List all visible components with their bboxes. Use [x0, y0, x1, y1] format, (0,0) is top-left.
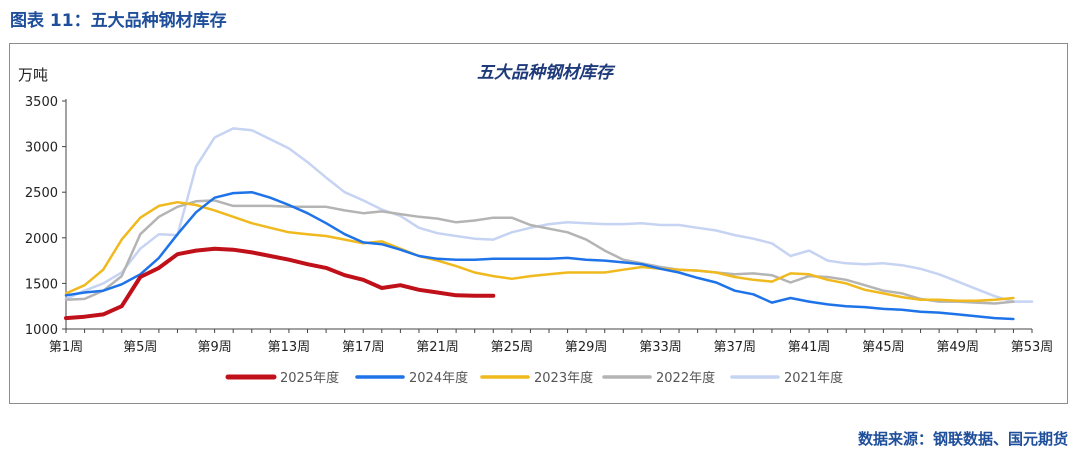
series-line-2022年度 — [64, 199, 1015, 305]
series-line-2025年度 — [64, 246, 496, 321]
y-tick-label: 3500 — [25, 95, 58, 110]
x-tick-label: 第1周 — [49, 340, 83, 355]
figure-caption: 图表 11：五大品种钢材库存 — [10, 11, 227, 31]
x-tick-label: 第9周 — [197, 340, 231, 355]
series-line-2021年度 — [64, 127, 1034, 303]
series-line-2023年度 — [64, 200, 1015, 302]
x-tick-label: 第37周 — [713, 340, 756, 355]
y-tick-label: 1500 — [25, 277, 58, 292]
x-tick-label: 第13周 — [268, 340, 311, 355]
y-tick-label: 2000 — [25, 232, 58, 247]
x-tick-label: 第33周 — [639, 340, 682, 355]
y-axis-unit-label: 万吨 — [18, 66, 48, 84]
y-tick-label: 2500 — [25, 186, 58, 201]
source-note: 数据来源：钢联数据、国元期货 — [857, 430, 1068, 448]
legend-label: 2025年度 — [280, 370, 339, 386]
y-tick-label: 3000 — [25, 141, 58, 156]
chart-title: 五大品种钢材库存 — [477, 63, 616, 83]
x-tick-label: 第45周 — [862, 340, 905, 355]
x-tick-label: 第25周 — [491, 340, 534, 355]
x-tick-label: 第17周 — [342, 340, 385, 355]
chart-frame: 五大品种钢材库存 万吨 1000 1500 2000 2500 3000 3500 第1周 第5周… — [9, 43, 1068, 404]
legend-label: 2024年度 — [409, 370, 468, 386]
legend-label: 2022年度 — [656, 370, 715, 386]
legend-label: 2023年度 — [534, 370, 593, 386]
x-tick-label: 第49周 — [936, 340, 979, 355]
legend-label: 2021年度 — [784, 370, 843, 386]
y-tick-label: 1000 — [25, 323, 58, 338]
x-tick-label: 第53周 — [1011, 340, 1054, 355]
x-tick-label: 第5周 — [123, 340, 157, 355]
inventory-line-chart: 五大品种钢材库存 万吨 1000 1500 2000 2500 3000 3500 第1周 第5周… — [18, 63, 1054, 386]
x-tick-label: 第29周 — [565, 340, 608, 355]
x-tick-label: 第41周 — [788, 340, 831, 355]
x-tick-label: 第21周 — [416, 340, 459, 355]
series-line-2024年度 — [64, 190, 1015, 321]
